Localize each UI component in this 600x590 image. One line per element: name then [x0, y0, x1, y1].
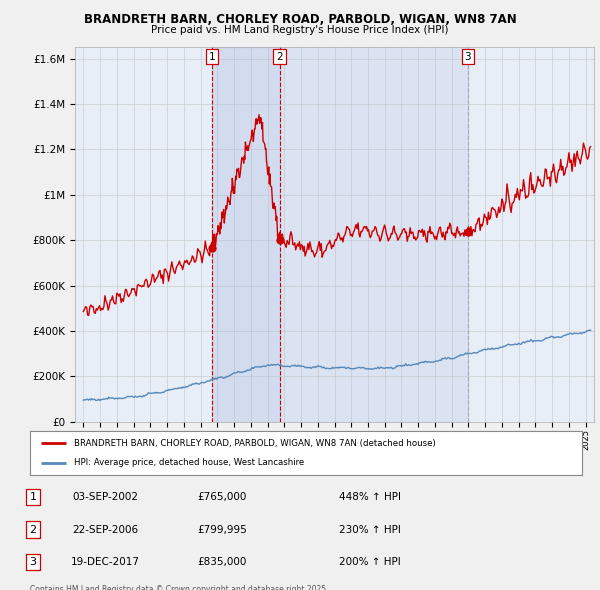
Text: Contains HM Land Registry data © Crown copyright and database right 2025.
This d: Contains HM Land Registry data © Crown c…	[30, 585, 329, 590]
Text: 448% ↑ HPI: 448% ↑ HPI	[339, 492, 401, 502]
Text: 3: 3	[29, 557, 37, 567]
Text: HPI: Average price, detached house, West Lancashire: HPI: Average price, detached house, West…	[74, 458, 304, 467]
Text: 200% ↑ HPI: 200% ↑ HPI	[339, 557, 401, 567]
Text: 03-SEP-2002: 03-SEP-2002	[72, 492, 138, 502]
Text: 2: 2	[29, 525, 37, 535]
Text: 19-DEC-2017: 19-DEC-2017	[71, 557, 139, 567]
Text: 1: 1	[29, 492, 37, 502]
Text: Price paid vs. HM Land Registry's House Price Index (HPI): Price paid vs. HM Land Registry's House …	[151, 25, 449, 35]
Text: BRANDRETH BARN, CHORLEY ROAD, PARBOLD, WIGAN, WN8 7AN (detached house): BRANDRETH BARN, CHORLEY ROAD, PARBOLD, W…	[74, 438, 436, 448]
Text: £799,995: £799,995	[197, 525, 247, 535]
Bar	[280, 47, 468, 422]
Text: £835,000: £835,000	[197, 557, 247, 567]
Text: £765,000: £765,000	[197, 492, 247, 502]
Text: 3: 3	[464, 51, 471, 61]
Text: BRANDRETH BARN, CHORLEY ROAD, PARBOLD, WIGAN, WN8 7AN: BRANDRETH BARN, CHORLEY ROAD, PARBOLD, W…	[83, 13, 517, 26]
Text: 230% ↑ HPI: 230% ↑ HPI	[339, 525, 401, 535]
Text: 22-SEP-2006: 22-SEP-2006	[72, 525, 138, 535]
Text: 1: 1	[208, 51, 215, 61]
Bar	[212, 47, 280, 422]
Text: 2: 2	[276, 51, 283, 61]
